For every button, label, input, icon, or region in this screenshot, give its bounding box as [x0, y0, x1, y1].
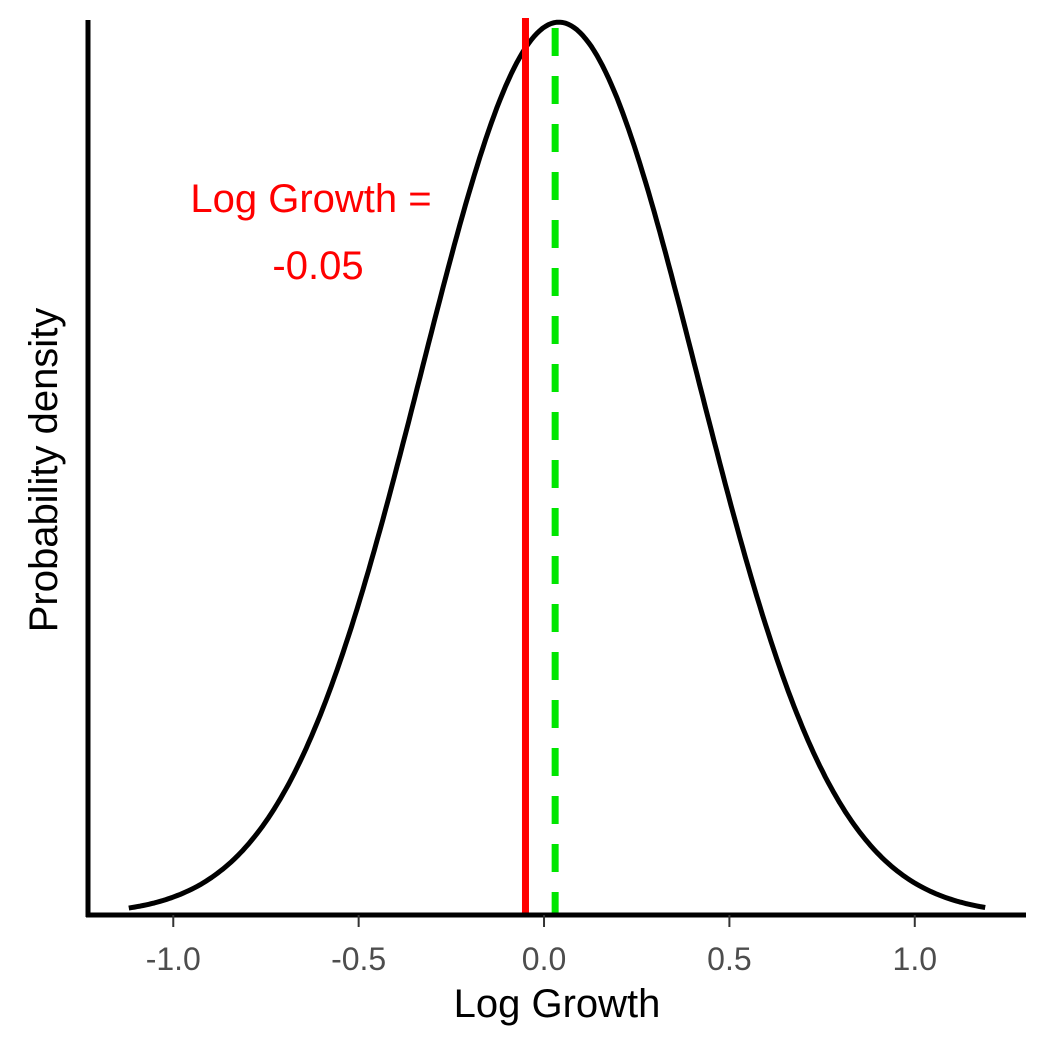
annotation-line-1: Log Growth =: [190, 177, 431, 221]
x-tick-label: 0.0: [522, 941, 566, 977]
annotation-line-2: -0.05: [272, 244, 363, 288]
x-tick-label: -0.5: [331, 941, 386, 977]
x-tick-label: -1.0: [146, 941, 201, 977]
x-axis-title: Log Growth: [454, 982, 661, 1026]
density-curve: [128, 19, 986, 911]
y-axis-title: Probability density: [22, 308, 66, 633]
x-tick-label: 0.5: [707, 941, 751, 977]
x-tick-label: 1.0: [893, 941, 937, 977]
